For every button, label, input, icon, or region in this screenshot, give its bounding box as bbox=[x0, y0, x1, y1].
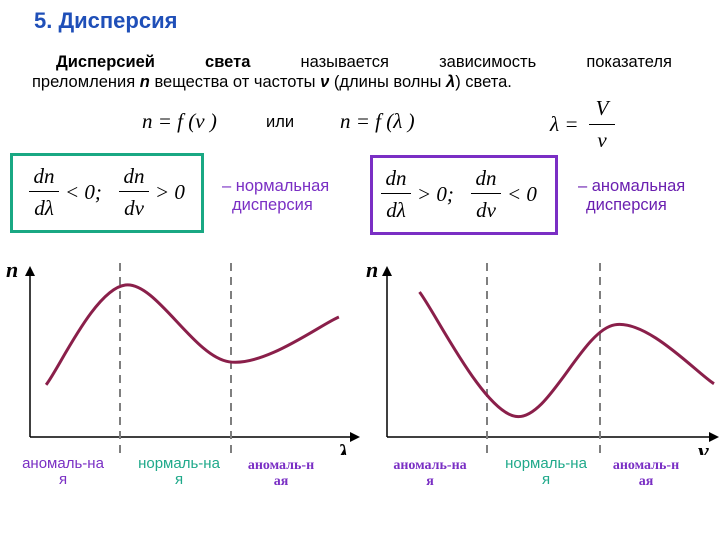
region-label-anomalous: аномаль-н ая bbox=[612, 458, 680, 489]
y-axis-label: n bbox=[366, 257, 378, 282]
anomalous-dispersion-label: – аномальная дисперсия bbox=[578, 177, 686, 214]
definition-word: Дисперсией bbox=[56, 53, 155, 71]
formula-lambda-denominator: ν bbox=[597, 128, 607, 152]
region-label-anomalous: аномаль-на я bbox=[393, 458, 467, 489]
anomalous-dispersion-box: dn dλ > 0; dn dν < 0 bbox=[370, 155, 558, 235]
fraction-bar bbox=[589, 124, 615, 125]
normal-dispersion-box: dn dλ < 0; dn dν > 0 bbox=[10, 153, 204, 233]
region-label-anomalous: аномаль-на я bbox=[22, 455, 104, 488]
formula-n-of-nu: n = f (ν ) bbox=[142, 109, 217, 133]
x-axis-label: λ bbox=[337, 441, 349, 455]
definition-word: показателя bbox=[586, 53, 672, 71]
definition-line-1: Дисперсией света называется зависимость … bbox=[32, 52, 672, 72]
region-label-anomalous: аномаль-н ая bbox=[247, 458, 315, 489]
graph-n-vs-nu: n ν bbox=[366, 257, 719, 455]
or-word: или bbox=[266, 113, 295, 131]
normal-dispersion-label: – нормальная дисперсия bbox=[222, 177, 330, 214]
definition-word: называется bbox=[300, 53, 389, 71]
fraction-bar bbox=[119, 191, 149, 192]
definition-paragraph: Дисперсией света называется зависимость … bbox=[32, 52, 672, 92]
symbol-n: n bbox=[139, 73, 150, 91]
definition-word: зависимость bbox=[439, 53, 537, 71]
fraction-bar bbox=[471, 193, 501, 194]
definition-word: света bbox=[205, 53, 251, 71]
formula-lambda-numerator: V bbox=[595, 96, 609, 120]
fraction-bar bbox=[381, 193, 411, 194]
definition-line-2: преломления n вещества от частоты ν (дли… bbox=[32, 73, 512, 91]
y-axis-label: n bbox=[6, 257, 18, 282]
region-label-normal: нормаль-на я bbox=[138, 455, 220, 488]
page-title: 5. Дисперсия bbox=[34, 8, 178, 33]
dispersion-curve bbox=[44, 283, 340, 386]
formula-lambda-lhs: λ = bbox=[550, 112, 579, 136]
graph-n-vs-lambda: n λ bbox=[6, 257, 360, 455]
region-label-normal: нормаль-на я bbox=[505, 455, 587, 488]
formula-n-of-lambda: n = f (λ ) bbox=[340, 109, 415, 133]
x-axis-label: ν bbox=[698, 439, 709, 455]
symbol-lambda: λ bbox=[446, 73, 456, 91]
fraction-bar bbox=[29, 191, 59, 192]
symbol-nu: ν bbox=[320, 73, 330, 91]
dispersion-curve bbox=[418, 291, 715, 418]
